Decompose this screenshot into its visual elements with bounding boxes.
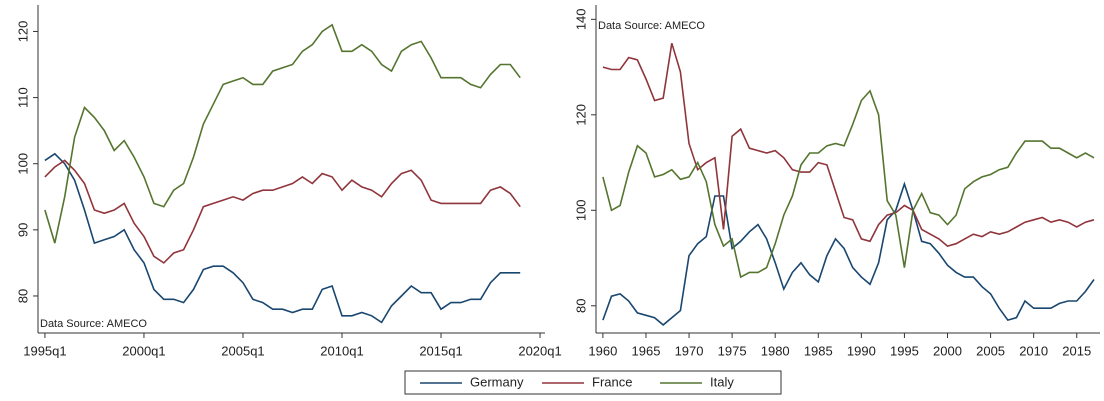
annotation: Data Source: AMECO [40,318,147,330]
x-tick-label: 2000q1 [122,343,165,358]
x-tick-label: 2020q1 [518,343,561,358]
y-tick-label: 90 [15,223,30,237]
x-tick-label: 1995q1 [23,343,66,358]
y-tick-label: 120 [15,21,30,43]
x-tick-label: 1975 [718,343,747,358]
y-tick-label: 100 [15,153,30,175]
x-tick-label: 1960 [588,343,617,358]
annotation: Data Source: AMECO [598,20,705,32]
x-tick-label: 2010 [1019,343,1048,358]
legend-label: Italy [710,374,734,389]
series-line [602,181,1095,326]
x-tick-label: 1990 [847,343,876,358]
y-tick-label: 120 [573,104,588,126]
x-tick-label: 2015q1 [419,343,462,358]
legend-label: Germany [470,374,524,389]
x-tick-label: 2010q1 [320,343,363,358]
x-tick-label: 2000 [933,343,962,358]
series-line [602,42,1095,247]
y-tick-label: 80 [573,299,588,313]
x-tick-label: 2005 [976,343,1005,358]
legend-label: France [592,374,632,389]
x-tick-label: 1985 [804,343,833,358]
legend-box [404,370,782,395]
x-tick-label: 1980 [761,343,790,358]
y-tick-label: 140 [573,8,588,30]
x-tick-label: 2005q1 [221,343,264,358]
x-tick-label: 1970 [675,343,704,358]
series-line [602,89,1095,279]
series-line [44,159,521,264]
x-tick-label: 1965 [632,343,661,358]
y-tick-label: 100 [573,199,588,221]
series-line [44,23,521,244]
y-tick-label: 110 [15,87,30,108]
y-tick-label: 80 [15,289,30,303]
x-tick-label: 1995 [890,343,919,358]
series-line [44,152,521,324]
x-tick-label: 2015 [1062,343,1091,358]
